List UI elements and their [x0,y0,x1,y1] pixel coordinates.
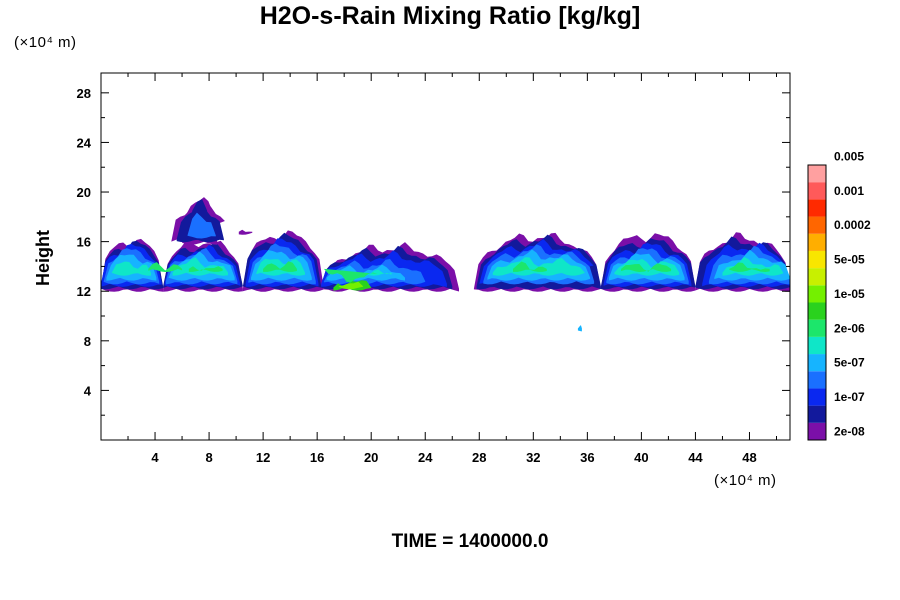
x-tick-label: 12 [256,450,270,465]
contour-band-level-6 [729,262,770,272]
x-axis-unit: (×10⁴ m) [714,472,777,489]
y-tick-label: 28 [77,86,91,101]
colorbar-label: 5e-07 [834,356,865,370]
y-tick-label: 16 [77,235,91,250]
x-tick-label: 20 [364,450,378,465]
colorbar-label: 0.001 [834,184,864,198]
contour-band-level-4 [577,325,582,332]
y-tick-label: 20 [77,185,91,200]
contour-band-level-6 [621,263,672,272]
colorbar-swatch [808,268,826,286]
y-axis-label: Height [33,230,53,286]
contour-band-level-5 [111,261,151,276]
colorbar: 2e-08 1e-07 5e-07 2e-06 1e-05 5e-05 0.0002 0.00… [807,149,871,441]
colorbar-frame [807,164,827,441]
colorbar-label: 5e-05 [834,253,865,267]
contour-band-level-3 [187,212,216,239]
colorbar-swatch [808,302,826,320]
x-tick-label: 24 [418,450,433,465]
contour-band-level-6 [148,262,183,272]
x-tick-label: 32 [526,450,540,465]
x-tick-label: 16 [310,450,324,465]
contour-band-level-6 [513,261,547,272]
time-label: TIME = 1400000.0 [391,531,549,552]
y-tick-label: 8 [84,334,91,349]
colorbar-swatch [808,422,826,440]
contour-band-level-6 [263,261,297,272]
contour-band-level-0 [238,229,253,235]
plot-frame [100,72,791,441]
colorbar-swatch [808,354,826,372]
x-tick-label: 40 [634,450,648,465]
colorbar-label: 1e-07 [834,390,865,404]
contour-field [101,197,790,332]
colorbar-swatch [808,319,826,337]
x-tick-label: 4 [151,450,159,465]
colorbar-swatch [808,388,826,406]
contour-band-level-8 [338,281,364,290]
x-tick-label: 48 [742,450,756,465]
colorbar-swatch [808,216,826,234]
colorbar-swatch [808,182,826,200]
colorbar-swatch [808,285,826,303]
colorbar-label: 0.0002 [834,218,871,232]
colorbar-label: 0.005 [834,149,864,163]
colorbar-label: 2e-08 [834,424,865,438]
colorbar-swatch [808,371,826,389]
contour-band-level-6 [323,268,378,284]
y-tick-label: 4 [84,383,92,398]
x-tick-label: 28 [472,450,486,465]
colorbar-swatch [808,233,826,251]
contour-band-level-6 [188,266,223,272]
x-tick-label: 8 [205,450,212,465]
colorbar-swatch [808,165,826,183]
y-axis-unit: (×10⁴ m) [14,34,77,51]
x-tick-label: 36 [580,450,594,465]
colorbar-swatch [808,336,826,355]
colorbar-swatch [808,250,826,269]
y-tick-label: 24 [77,135,92,150]
x-tick-label: 44 [688,450,703,465]
colorbar-swatch [808,405,826,423]
contour-band-level-5 [256,258,305,276]
colorbar-swatch [808,199,826,217]
colorbar-label: 1e-05 [834,287,865,301]
chart-title: H2O-s-Rain Mixing Ratio [kg/kg] [259,2,641,30]
y-tick-label: 12 [77,284,91,299]
colorbar-label: 2e-06 [834,321,865,335]
